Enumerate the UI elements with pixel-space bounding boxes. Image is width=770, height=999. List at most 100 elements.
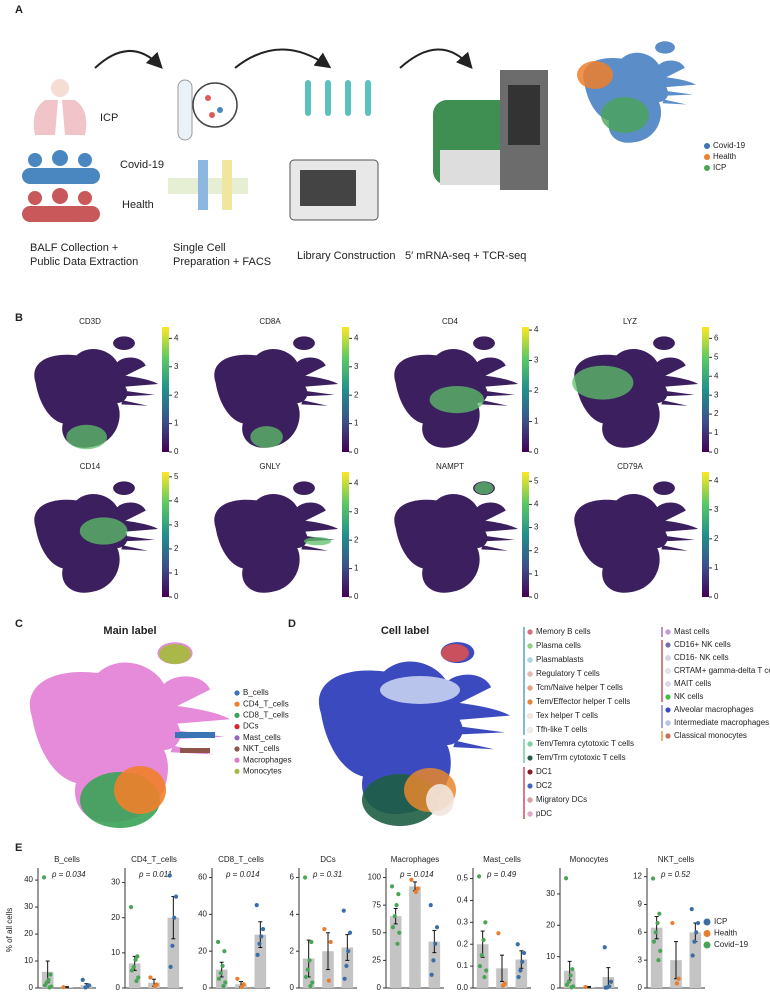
data-point [346, 949, 351, 954]
step-label: 5′ mRNA-seq + TCR-seq [405, 250, 526, 262]
data-point [168, 964, 173, 970]
legend-dot [234, 712, 240, 719]
colorbar-tick-label: 4 [354, 478, 359, 487]
step-label: Preparation + FACS [173, 256, 271, 268]
colorbar-tick-label: 5 [534, 476, 539, 485]
chart-title: DCs [320, 855, 336, 864]
legend-dot [527, 811, 533, 817]
umap-d [318, 642, 510, 826]
step-label: Public Data Extraction [30, 256, 138, 268]
y-axis-label: % of all cells [5, 908, 14, 952]
colorbar-tick-label: 1 [354, 564, 359, 573]
data-point [651, 939, 657, 944]
colorbar [162, 327, 169, 452]
y-tick-label: 30 [111, 878, 120, 887]
legend-label: Covid−19 [714, 940, 749, 949]
colorbar-tick-label: 4 [174, 496, 179, 505]
legend-label: Covid-19 [713, 141, 746, 150]
chart-title: B_cells [54, 855, 80, 864]
bar [689, 932, 702, 988]
data-point [221, 984, 226, 989]
gene-title: CD14 [80, 462, 101, 471]
expression-hotspot [572, 365, 634, 400]
legend-dot [527, 657, 533, 663]
data-point [136, 975, 141, 980]
legend-dot [527, 783, 533, 789]
chart-title: CD4_T_cells [131, 855, 177, 864]
legend-dot [527, 643, 533, 649]
expression-hotspot [474, 482, 494, 495]
p-value: p = 0.014 [225, 870, 260, 879]
data-point [128, 905, 134, 910]
colorbar [702, 327, 709, 452]
data-point [655, 920, 660, 926]
legend-label: Memory B cells [536, 627, 591, 636]
colorbar-tick-label: 2 [534, 546, 539, 555]
data-point [415, 886, 420, 891]
legend-dot [527, 769, 533, 775]
data-point [41, 875, 47, 880]
colorbar [522, 327, 529, 452]
p-value: p = 0.52 [660, 870, 691, 879]
p-value: p = 0.034 [51, 870, 86, 879]
legend-label: MAIT cells [674, 679, 711, 688]
y-tick-label: 9 [638, 900, 643, 909]
data-point [235, 976, 240, 981]
panel-letter: A [15, 4, 23, 16]
legend-dot [234, 768, 240, 775]
gene-title: NAMPT [436, 462, 464, 471]
data-point [222, 949, 227, 954]
data-point [342, 976, 347, 981]
colorbar-tick-label: 1 [534, 569, 539, 578]
p-value: p = 0.31 [312, 870, 342, 879]
data-point [394, 903, 399, 908]
colorbar-tick-label: 0 [534, 447, 539, 456]
y-tick-label: 0.2 [457, 939, 469, 948]
data-point [409, 877, 414, 882]
legend-label: CD16+ NK cells [674, 640, 731, 649]
data-point [583, 984, 588, 990]
legend-label: Plasmablasts [536, 655, 584, 664]
legend-dot [704, 165, 710, 171]
colorbar-tick-label: 1 [354, 419, 359, 428]
y-tick-label: 50 [372, 928, 381, 937]
data-point [80, 977, 85, 983]
bar [389, 916, 402, 988]
p-value: p = 0.011 [138, 870, 172, 879]
legend-label: ICP [714, 917, 727, 926]
chart-title: Macrophages [391, 855, 439, 864]
data-point [390, 925, 396, 930]
legend-dot [665, 668, 671, 674]
legend-label: DC1 [536, 767, 553, 776]
data-point [564, 982, 570, 987]
data-point [500, 983, 505, 988]
legend-label: CRTAM+ gamma-delta T cells [674, 666, 770, 675]
legend-label: Migratory DCs [536, 795, 587, 804]
colorbar-tick-label: 4 [354, 333, 359, 342]
colorbar-tick-label: 1 [714, 563, 719, 572]
colorbar [162, 472, 169, 597]
bar [515, 959, 528, 988]
y-tick-label: 30 [24, 902, 33, 911]
colorbar-tick-label: 3 [714, 390, 719, 399]
panel-title: Cell label [381, 625, 429, 637]
data-point [568, 973, 573, 978]
colorbar-tick-label: 3 [174, 520, 179, 529]
data-point [220, 963, 225, 969]
step-label: Library Construction [297, 250, 395, 262]
legend-label: Tcm/Naive helper T cells [536, 683, 623, 692]
y-tick-label: 6 [638, 927, 643, 936]
y-tick-label: 40 [24, 875, 33, 884]
colorbar-tick-label: 0 [354, 447, 359, 456]
colorbar-tick-label: 4 [714, 371, 719, 380]
y-tick-label: 60 [198, 873, 207, 882]
data-point [83, 985, 88, 990]
panel-letter: D [288, 618, 296, 630]
legend-label: Mast cells [674, 627, 710, 636]
data-point [433, 941, 438, 946]
y-tick-label: 20 [198, 946, 207, 955]
colorbar [702, 472, 709, 597]
colorbar-tick-label: 6 [714, 333, 719, 342]
data-point [690, 953, 695, 958]
